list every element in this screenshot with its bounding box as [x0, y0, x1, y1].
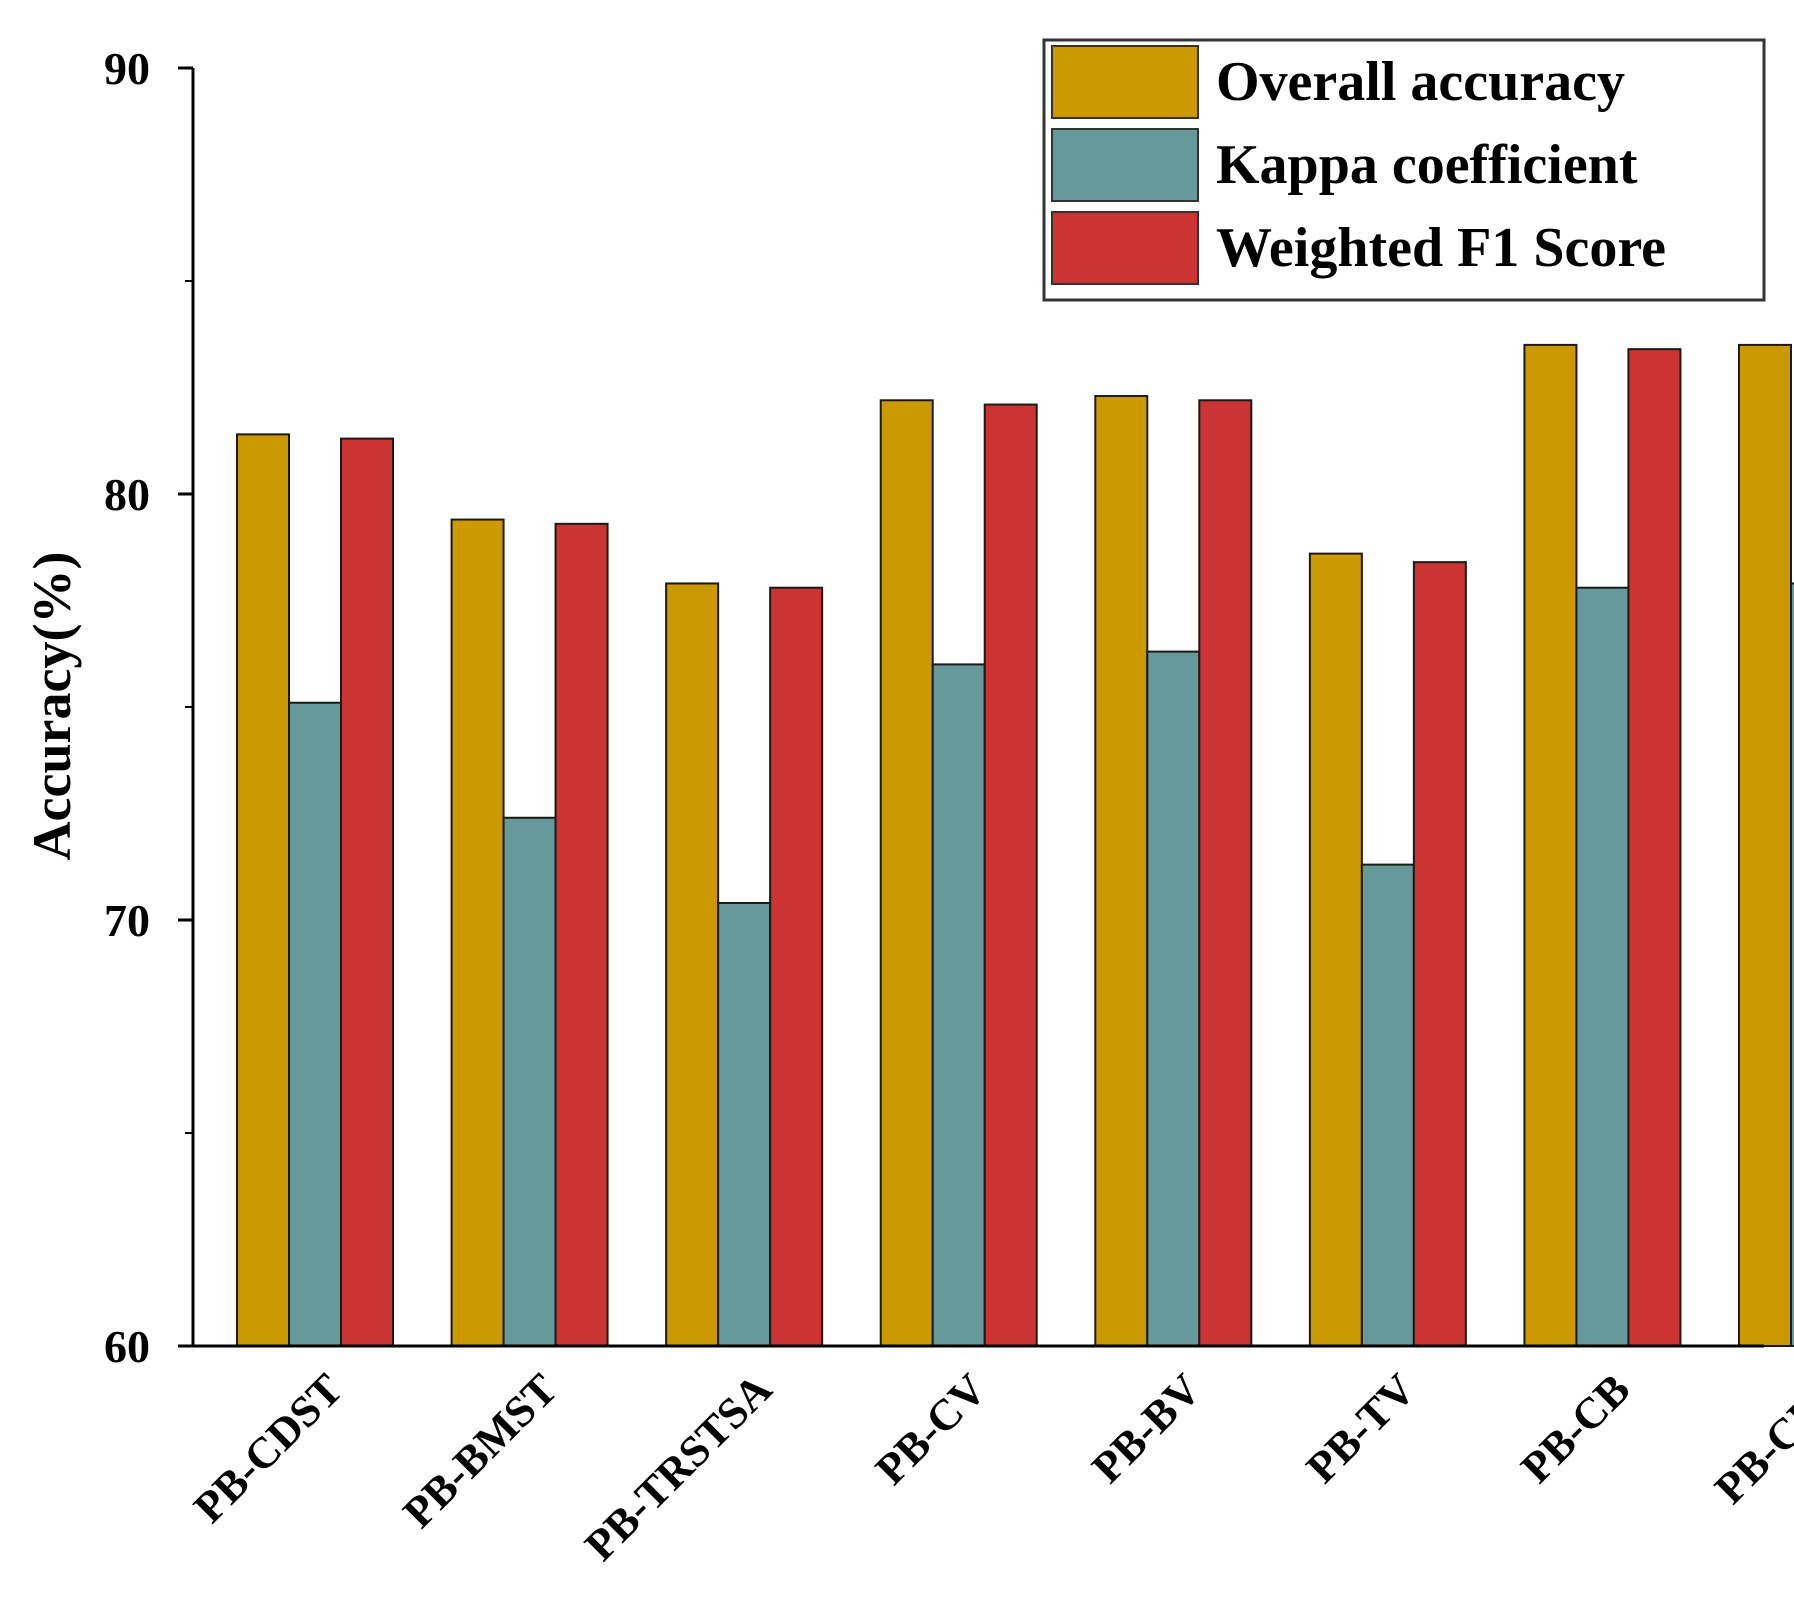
x-labels-layer: PB-CDST PB-BMST PB-TRSTSA PB-CV PB-BV PB-TV PB…: [184, 1364, 1794, 1570]
y-axis-title: Accuracy(%): [22, 552, 82, 861]
bar-overall-accuracy-pb-cb: [1523, 343, 1578, 1347]
x-tick-label: PB-TV: [1297, 1364, 1425, 1492]
bar-overall-accuracy-pb-bv: [1094, 395, 1149, 1347]
bar-weighted-f1-score-pb-cb: [1627, 348, 1682, 1348]
bar-kappa-coefficient-pb-cv: [931, 663, 986, 1347]
x-tick-label: PB-BMST: [394, 1364, 567, 1537]
bar-kappa-coefficient-pb-tv: [1360, 863, 1415, 1347]
legend-label: Kappa coefficient: [1216, 134, 1638, 196]
y-tick-label: 70: [104, 895, 150, 946]
legend: Overall accuracy Kappa coefficient Weighte…: [1042, 38, 1766, 302]
y-ticks-layer: 60 70 80 90: [104, 43, 193, 1372]
y-tick-label: 60: [104, 1321, 150, 1372]
bar-weighted-f1-score-pb-trstsa: [769, 586, 824, 1347]
legend-label: Overall accuracy: [1216, 51, 1625, 113]
bar-overall-accuracy-pb-tv: [1308, 552, 1363, 1347]
x-tick-label: PB-CBT: [1705, 1364, 1794, 1513]
legend-swatch: [1051, 45, 1199, 119]
bar-kappa-coefficient-pb-cb: [1575, 586, 1630, 1347]
bar-weighted-f1-score-pb-bmst: [554, 522, 609, 1347]
bar-kappa-coefficient-pb-bmst: [502, 816, 557, 1347]
legend-swatch: [1051, 211, 1199, 285]
legend-swatch: [1051, 128, 1199, 202]
bar-weighted-f1-score-pb-tv: [1412, 561, 1467, 1347]
bar-kappa-coefficient-pb-trstsa: [717, 901, 772, 1348]
y-tick-label: 90: [104, 43, 150, 94]
x-tick-label: PB-TRSTSA: [575, 1364, 781, 1570]
bar-kappa-coefficient-pb-cbt: [1790, 582, 1794, 1347]
bar-weighted-f1-score-pb-cv: [983, 403, 1038, 1348]
x-tick-label: PB-CV: [866, 1364, 996, 1494]
legend-label: Weighted F1 Score: [1216, 217, 1666, 279]
bars-layer: [236, 343, 1794, 1348]
x-tick-label: PB-CB: [1512, 1364, 1640, 1492]
bar-weighted-f1-score-pb-cdst: [340, 437, 394, 1347]
x-tick-label: PB-BV: [1082, 1364, 1210, 1492]
x-tick-label: PB-CDST: [184, 1364, 352, 1532]
bar-overall-accuracy-pb-cv: [879, 399, 934, 1347]
bar-overall-accuracy-pb-bmst: [450, 518, 505, 1347]
y-tick-label: 80: [104, 469, 150, 520]
bar-kappa-coefficient-pb-bv: [1146, 650, 1201, 1347]
bar-kappa-coefficient-pb-cdst: [288, 701, 342, 1347]
bar-overall-accuracy-pb-cbt: [1738, 343, 1792, 1347]
bar-overall-accuracy-pb-trstsa: [665, 582, 720, 1347]
bar-weighted-f1-score-pb-bv: [1198, 399, 1253, 1347]
bar-overall-accuracy-pb-cdst: [236, 433, 290, 1347]
